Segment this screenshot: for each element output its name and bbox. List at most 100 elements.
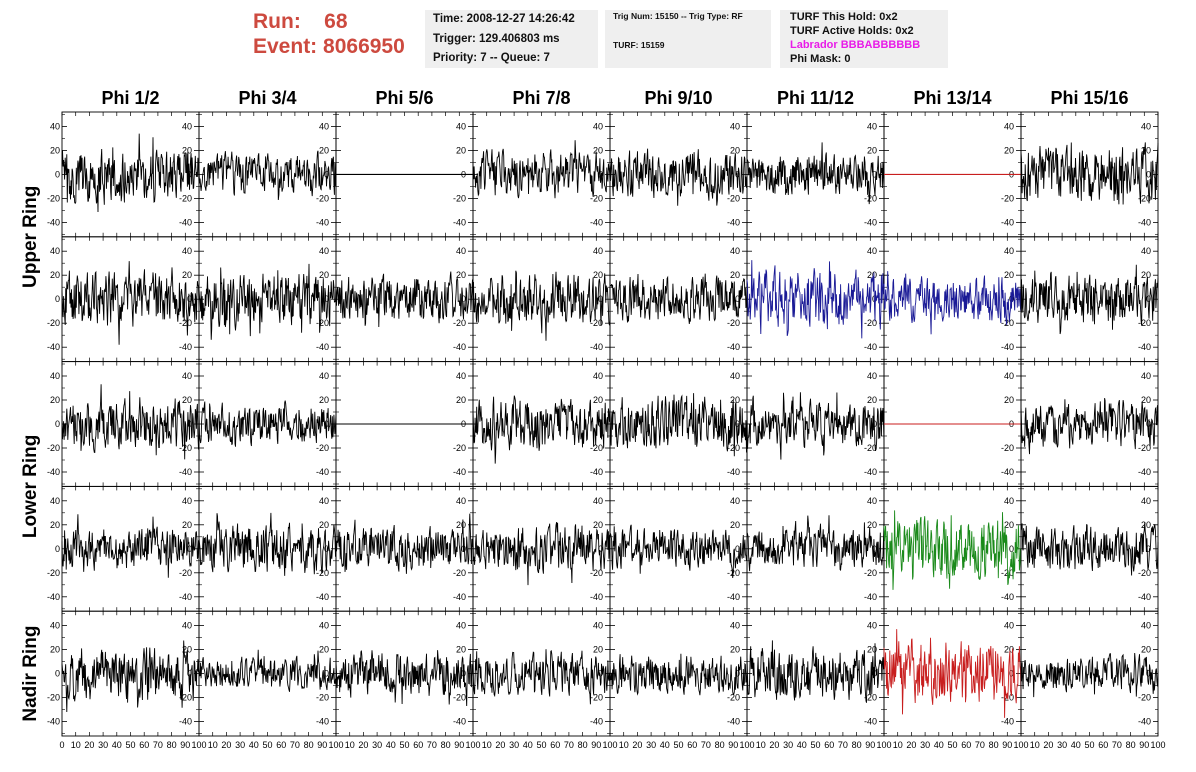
y-tick-label-left: 20	[50, 395, 60, 405]
y-tick-label-right: -20	[1138, 568, 1151, 578]
x-tick-label: 50	[673, 740, 683, 750]
y-tick-label-left: -40	[47, 217, 60, 227]
y-tick-label-right: -20	[316, 318, 329, 328]
x-tick-label: 80	[852, 740, 862, 750]
y-tick-label-right: -20	[179, 443, 192, 453]
x-tick-label: 30	[98, 740, 108, 750]
turf-this-hold-text: TURF This Hold: 0x2	[790, 11, 898, 23]
y-tick-label-right: -20	[727, 443, 740, 453]
y-tick-label-right: -40	[727, 217, 740, 227]
y-tick-label-right: 40	[730, 371, 740, 381]
y-tick-label-right: 20	[1141, 270, 1151, 280]
y-tick-label-left: 0	[55, 544, 60, 554]
waveform-trace	[198, 649, 337, 692]
y-tick-label-right: 0	[735, 294, 740, 304]
y-tick-label-right: 40	[1141, 371, 1151, 381]
x-tick-label: 40	[797, 740, 807, 750]
y-tick-label-right: -40	[590, 717, 603, 727]
y-tick-label-right: 0	[324, 544, 329, 554]
x-tick-label: 20	[632, 740, 642, 750]
x-tick-label: 10	[893, 740, 903, 750]
y-tick-label-right: -20	[453, 193, 466, 203]
y-tick-label-right: -40	[179, 592, 192, 602]
y-tick-label-right: 20	[319, 145, 329, 155]
y-tick-label-right: -40	[590, 592, 603, 602]
y-tick-label-right: 0	[872, 169, 877, 179]
x-tick-label: 20	[358, 740, 368, 750]
x-tick-label: 30	[235, 740, 245, 750]
x-tick-label: 70	[838, 740, 848, 750]
y-tick-label-right: 20	[593, 520, 603, 530]
waveform-trace	[746, 392, 885, 460]
y-tick-label-left: -20	[47, 693, 60, 703]
waveform-trace	[746, 142, 885, 205]
waveform-trace	[1020, 398, 1159, 455]
waveform-trace	[746, 515, 885, 572]
y-tick-label-right: 40	[182, 246, 192, 256]
y-tick-label-right: -20	[727, 318, 740, 328]
trigger-text: Trigger: 129.406803 ms	[433, 32, 560, 45]
waveform-trace	[335, 271, 474, 328]
y-tick-label-right: -20	[864, 193, 877, 203]
x-tick-label: 80	[167, 740, 177, 750]
y-tick-label-right: -40	[864, 592, 877, 602]
x-tick-label: 40	[1071, 740, 1081, 750]
time-info-box: Time: 2008-12-27 14:26:42 Trigger: 129.4…	[425, 10, 598, 68]
y-tick-label-right: 40	[867, 246, 877, 256]
y-tick-label-right: 40	[730, 246, 740, 256]
y-tick-label-left: 40	[50, 621, 60, 631]
waveform-trace	[1020, 522, 1159, 576]
x-tick-label: 80	[578, 740, 588, 750]
y-tick-label-right: 20	[182, 145, 192, 155]
y-tick-label-right: -20	[727, 693, 740, 703]
row-title: Lower Ring	[20, 435, 41, 538]
waveform-trace	[61, 384, 200, 460]
y-tick-label-right: 20	[319, 520, 329, 530]
waveform-trace	[335, 650, 474, 707]
event-label: Event:	[253, 35, 318, 58]
run-row: Run: 68	[253, 9, 405, 34]
y-tick-label-right: 20	[730, 395, 740, 405]
labrador-text: Labrador BBBABBBBBB	[790, 39, 921, 51]
y-tick-label-right: -40	[453, 342, 466, 352]
y-tick-label-right: 0	[324, 669, 329, 679]
y-tick-label-right: 40	[456, 621, 466, 631]
y-tick-label-right: 40	[1141, 496, 1151, 506]
y-tick-label-left: 20	[50, 270, 60, 280]
y-tick-label-right: 40	[319, 621, 329, 631]
x-tick-label: 20	[84, 740, 94, 750]
y-tick-label-right: -40	[453, 592, 466, 602]
y-tick-label-right: 40	[182, 371, 192, 381]
y-tick-label-right: -20	[453, 443, 466, 453]
event-value: 8066950	[323, 35, 405, 58]
column-title: Phi 3/4	[238, 88, 296, 108]
y-tick-label-right: -20	[179, 693, 192, 703]
y-tick-label-right: -40	[316, 217, 329, 227]
waveform-trace	[883, 629, 1022, 718]
y-tick-label-right: -40	[179, 217, 192, 227]
y-tick-label-left: -40	[47, 592, 60, 602]
y-tick-label-right: 0	[735, 544, 740, 554]
x-tick-label: 30	[372, 740, 382, 750]
x-tick-label: 50	[399, 740, 409, 750]
x-tick-label: 20	[1043, 740, 1053, 750]
x-tick-label: 10	[208, 740, 218, 750]
y-tick-label-right: 20	[456, 145, 466, 155]
x-tick-label: 50	[262, 740, 272, 750]
trig-num-text: Trig Num: 15150 -- Trig Type: RF	[613, 11, 743, 21]
y-tick-label-right: 20	[182, 645, 192, 655]
y-tick-label-right: 40	[1141, 121, 1151, 131]
y-tick-label-right: 40	[867, 496, 877, 506]
y-tick-label-left: 40	[50, 496, 60, 506]
